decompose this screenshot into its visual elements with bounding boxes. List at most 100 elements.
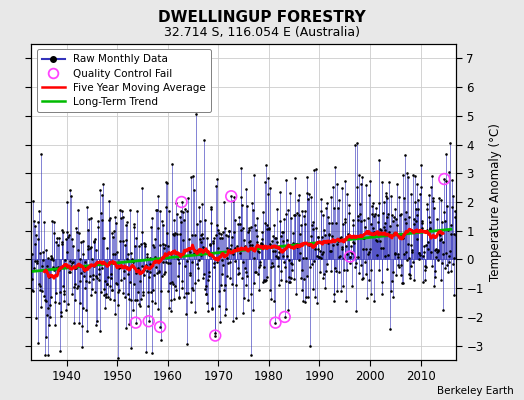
Point xyxy=(336,234,345,240)
Point xyxy=(333,181,342,187)
Point xyxy=(51,265,60,272)
Point xyxy=(371,210,379,217)
Point xyxy=(132,235,140,241)
Point xyxy=(335,197,344,203)
Point xyxy=(304,196,312,202)
Point xyxy=(302,255,310,262)
Point xyxy=(382,190,390,196)
Point xyxy=(258,236,267,242)
Point xyxy=(365,249,373,256)
Point xyxy=(46,313,54,320)
Point xyxy=(369,228,378,235)
Point xyxy=(343,190,351,197)
Point xyxy=(289,229,297,236)
Point xyxy=(186,270,194,276)
Point xyxy=(157,288,166,294)
Point xyxy=(264,175,272,181)
Point xyxy=(189,287,197,294)
Point xyxy=(93,318,101,324)
Point xyxy=(441,151,450,157)
Point xyxy=(263,226,271,232)
Point xyxy=(184,290,192,296)
Point xyxy=(86,292,95,298)
Point xyxy=(203,308,212,314)
Point xyxy=(70,284,79,291)
Point xyxy=(107,287,116,293)
Point xyxy=(407,262,416,269)
Point xyxy=(272,235,280,242)
Point xyxy=(154,224,162,231)
Point xyxy=(271,320,280,326)
Point xyxy=(362,246,370,252)
Point xyxy=(277,277,286,284)
Point xyxy=(375,157,383,163)
Point xyxy=(412,206,420,213)
Point xyxy=(417,162,425,168)
Point xyxy=(49,264,57,270)
Point xyxy=(423,206,432,213)
Point xyxy=(115,264,124,270)
Point xyxy=(236,165,245,171)
Point xyxy=(133,208,141,214)
Y-axis label: Temperature Anomaly (°C): Temperature Anomaly (°C) xyxy=(489,123,502,281)
Point xyxy=(219,229,227,235)
Point xyxy=(160,270,169,277)
Point xyxy=(261,277,270,283)
Point xyxy=(201,216,209,223)
Point xyxy=(111,213,119,220)
Point xyxy=(130,297,139,303)
Point xyxy=(163,260,172,266)
Point xyxy=(396,232,405,238)
Point xyxy=(289,240,297,246)
Point xyxy=(242,269,250,275)
Point xyxy=(49,266,58,273)
Point xyxy=(321,204,330,211)
Point xyxy=(222,232,231,239)
Point xyxy=(178,285,186,291)
Point xyxy=(162,258,171,265)
Point xyxy=(206,240,214,247)
Point xyxy=(407,242,415,248)
Point xyxy=(89,276,97,283)
Point xyxy=(218,234,226,241)
Point xyxy=(211,332,220,339)
Point xyxy=(340,218,348,225)
Point xyxy=(444,226,452,233)
Point xyxy=(299,254,308,261)
Text: Berkeley Earth: Berkeley Earth xyxy=(437,386,514,396)
Point xyxy=(409,259,417,266)
Point xyxy=(40,219,48,225)
Point xyxy=(161,178,170,185)
Point xyxy=(99,181,107,188)
Point xyxy=(314,246,322,252)
Point xyxy=(82,264,90,270)
Point xyxy=(88,256,96,262)
Point xyxy=(380,227,389,233)
Point xyxy=(34,236,42,242)
Point xyxy=(53,235,61,241)
Point xyxy=(367,266,376,273)
Point xyxy=(318,251,326,258)
Point xyxy=(180,294,189,300)
Point xyxy=(200,137,209,143)
Point xyxy=(400,152,409,158)
Point xyxy=(227,234,236,240)
Point xyxy=(320,271,329,277)
Point xyxy=(410,216,419,222)
Point xyxy=(259,209,267,215)
Point xyxy=(53,266,61,272)
Point xyxy=(68,291,77,298)
Point xyxy=(117,277,125,284)
Point xyxy=(355,270,364,277)
Point xyxy=(145,260,154,267)
Point xyxy=(111,311,119,317)
Point xyxy=(113,280,122,287)
Point xyxy=(324,214,332,220)
Point xyxy=(353,140,361,146)
Point xyxy=(212,175,221,182)
Text: DWELLINGUP FORESTRY: DWELLINGUP FORESTRY xyxy=(158,10,366,25)
Point xyxy=(71,281,80,288)
Point xyxy=(115,286,124,293)
Point xyxy=(346,253,354,260)
Point xyxy=(398,280,406,286)
